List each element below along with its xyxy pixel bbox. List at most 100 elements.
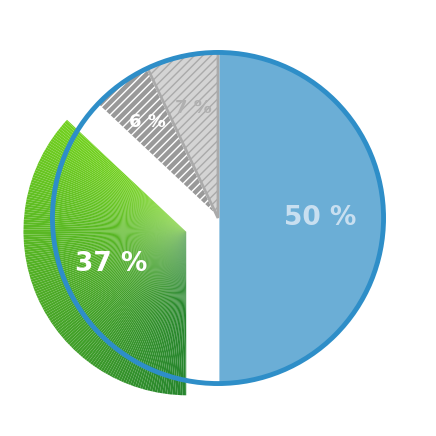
Wedge shape <box>37 111 203 390</box>
Wedge shape <box>137 231 187 390</box>
Wedge shape <box>102 231 187 374</box>
Wedge shape <box>39 155 187 231</box>
Wedge shape <box>36 162 187 231</box>
Wedge shape <box>61 231 187 340</box>
Wedge shape <box>25 231 187 265</box>
Wedge shape <box>23 214 187 231</box>
Wedge shape <box>120 231 187 383</box>
Wedge shape <box>40 231 187 308</box>
Wedge shape <box>26 191 187 231</box>
Wedge shape <box>58 126 187 231</box>
Wedge shape <box>26 231 187 268</box>
Wedge shape <box>28 231 187 278</box>
Wedge shape <box>24 207 187 231</box>
Wedge shape <box>41 151 187 231</box>
Wedge shape <box>170 231 187 396</box>
Wedge shape <box>45 144 187 231</box>
Wedge shape <box>30 231 187 283</box>
Wedge shape <box>130 231 187 387</box>
Wedge shape <box>34 167 187 231</box>
Wedge shape <box>51 231 187 326</box>
Wedge shape <box>127 231 187 386</box>
Wedge shape <box>98 231 187 371</box>
Wedge shape <box>46 231 187 320</box>
Wedge shape <box>172 231 187 396</box>
Wedge shape <box>35 165 187 231</box>
Wedge shape <box>52 133 187 231</box>
Wedge shape <box>31 177 187 231</box>
Wedge shape <box>70 231 187 349</box>
Wedge shape <box>64 120 187 231</box>
Text: 7 %: 7 % <box>175 99 212 117</box>
Wedge shape <box>22 227 187 231</box>
Wedge shape <box>47 142 187 231</box>
Wedge shape <box>39 231 187 306</box>
Wedge shape <box>49 231 187 324</box>
Wedge shape <box>38 231 187 304</box>
Text: 37 %: 37 % <box>75 251 148 277</box>
Wedge shape <box>150 231 187 393</box>
Wedge shape <box>48 231 187 322</box>
Wedge shape <box>29 231 187 280</box>
Wedge shape <box>24 231 187 262</box>
Wedge shape <box>37 231 187 302</box>
Wedge shape <box>58 231 187 336</box>
Wedge shape <box>43 149 187 231</box>
Wedge shape <box>26 231 187 270</box>
Wedge shape <box>32 231 187 290</box>
Wedge shape <box>162 231 187 395</box>
Wedge shape <box>68 231 187 347</box>
Wedge shape <box>100 231 187 373</box>
Wedge shape <box>56 231 187 334</box>
Wedge shape <box>54 132 187 231</box>
Wedge shape <box>154 231 187 394</box>
Wedge shape <box>33 170 187 231</box>
Wedge shape <box>72 231 187 351</box>
Wedge shape <box>24 231 187 255</box>
Wedge shape <box>165 231 187 395</box>
Wedge shape <box>27 231 187 272</box>
Wedge shape <box>34 231 187 295</box>
Wedge shape <box>35 231 187 297</box>
Wedge shape <box>152 231 187 393</box>
Wedge shape <box>23 231 187 252</box>
Wedge shape <box>113 231 187 380</box>
Wedge shape <box>45 231 187 317</box>
Wedge shape <box>65 118 187 231</box>
Wedge shape <box>175 231 187 396</box>
Wedge shape <box>89 231 187 366</box>
Wedge shape <box>25 196 187 231</box>
Wedge shape <box>27 189 187 231</box>
Wedge shape <box>29 181 187 231</box>
Wedge shape <box>177 231 187 396</box>
Wedge shape <box>92 231 187 368</box>
Wedge shape <box>22 222 187 231</box>
Wedge shape <box>23 231 187 247</box>
Wedge shape <box>79 231 187 358</box>
Wedge shape <box>95 231 187 370</box>
Wedge shape <box>36 231 187 299</box>
Wedge shape <box>78 231 187 356</box>
Wedge shape <box>104 231 187 375</box>
Wedge shape <box>23 209 187 231</box>
Wedge shape <box>32 172 187 231</box>
Wedge shape <box>22 231 187 242</box>
Wedge shape <box>74 231 187 353</box>
Wedge shape <box>26 194 187 231</box>
Wedge shape <box>44 231 187 315</box>
Wedge shape <box>24 231 187 258</box>
Wedge shape <box>22 231 187 240</box>
Wedge shape <box>75 231 187 355</box>
Wedge shape <box>147 231 187 392</box>
Wedge shape <box>22 231 187 235</box>
Wedge shape <box>57 127 187 231</box>
Wedge shape <box>27 231 187 275</box>
Wedge shape <box>83 231 187 361</box>
Wedge shape <box>22 225 187 231</box>
Wedge shape <box>24 204 187 231</box>
Wedge shape <box>31 231 187 287</box>
Wedge shape <box>22 231 187 237</box>
Wedge shape <box>185 231 187 397</box>
Wedge shape <box>157 231 187 394</box>
Wedge shape <box>147 52 218 218</box>
